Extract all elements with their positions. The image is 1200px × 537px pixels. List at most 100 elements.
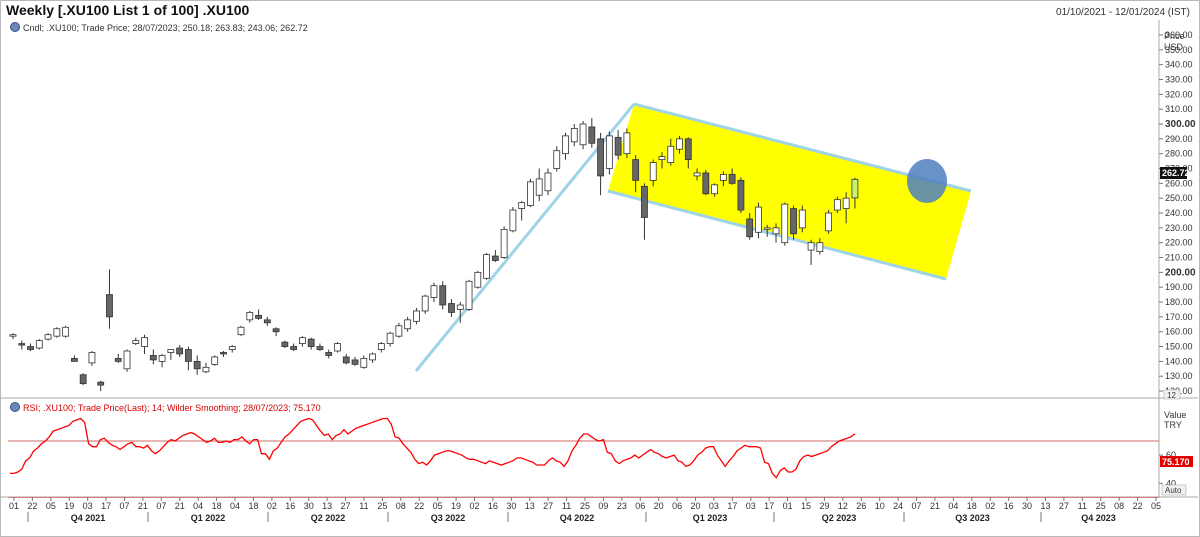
candle-body — [62, 326, 70, 337]
price-tick-label: 300.00 — [1165, 119, 1196, 130]
candle-body — [413, 310, 420, 322]
time-tick-label: 21 — [930, 501, 940, 511]
channel-lower-line[interactable] — [607, 189, 947, 281]
price-tick-label: 170.00 — [1165, 312, 1193, 322]
time-tick-label: 02 — [469, 501, 479, 511]
time-tick-label: 19 — [451, 501, 461, 511]
quarter-label: Q2 2023 — [822, 513, 857, 523]
price-tick-label: 230.00 — [1165, 223, 1193, 233]
candle-body — [237, 326, 245, 336]
candle-body — [605, 135, 613, 169]
candle-body — [369, 353, 376, 361]
time-tick-label: 30 — [304, 501, 314, 511]
candle-body — [202, 366, 210, 373]
time-tick-label: 08 — [396, 501, 406, 511]
time-tick-label: 08 — [1114, 501, 1124, 511]
candle-body — [535, 178, 543, 196]
candle-body — [106, 294, 113, 318]
time-tick-label: 22 — [27, 501, 37, 511]
candle-body — [597, 138, 604, 177]
candle-body — [316, 346, 324, 350]
candle-body — [299, 337, 306, 344]
candle-body — [430, 285, 438, 298]
candle-body — [88, 352, 96, 364]
candle-body — [325, 352, 333, 356]
price-tick-label: 360.00 — [1165, 30, 1193, 40]
time-tick-label: 25 — [580, 501, 590, 511]
candle-body — [693, 172, 701, 177]
candle-body — [351, 359, 359, 365]
candle-body — [562, 135, 569, 155]
time-tick-label: 06 — [635, 501, 645, 511]
channel-fill[interactable] — [608, 104, 971, 279]
candle-body — [193, 360, 201, 370]
rsi-levels — [8, 440, 1159, 498]
time-tick-label: 07 — [912, 501, 922, 511]
candle-body — [614, 136, 622, 156]
price-tick-label: 140.00 — [1165, 356, 1193, 366]
candle-body — [176, 347, 184, 355]
price-tick-label: 260.00 — [1165, 178, 1193, 188]
time-tick-label: 05 — [1151, 501, 1161, 511]
time-tick-label: 02 — [267, 501, 277, 511]
time-tick-label: 17 — [727, 501, 737, 511]
candle-body — [228, 346, 236, 350]
auto-scale-button[interactable] — [1161, 484, 1187, 496]
time-tick-label: 18 — [212, 501, 222, 511]
candle-body — [491, 255, 499, 261]
time-tick-label: 25 — [377, 501, 387, 511]
candle-body — [790, 208, 797, 235]
candle-body — [684, 138, 692, 161]
quarter-label: Q1 2022 — [191, 513, 226, 523]
candle-body — [404, 319, 412, 330]
time-tick-label: 22 — [1133, 501, 1143, 511]
candle-body — [167, 349, 175, 353]
rsi-axis: 40 60 — [1159, 450, 1176, 488]
candle-body — [9, 334, 17, 337]
rsi-axis-unit: TRY — [1164, 420, 1182, 430]
series-icon[interactable] — [10, 22, 20, 32]
rsi-legend[interactable]: RSI; .XU100; Trade Price(Last); 14; Wild… — [10, 402, 321, 413]
time-tick-label: 13 — [525, 501, 535, 511]
candle-body — [816, 242, 824, 252]
candle-body — [553, 150, 561, 169]
price-tick-label: 180.00 — [1165, 297, 1193, 307]
candle-body — [518, 202, 526, 209]
price-axis-unit: USD — [1164, 42, 1184, 52]
time-tick-label: 18 — [967, 501, 977, 511]
price-tick-label: 130.00 — [1165, 371, 1193, 381]
quarter-label: Q1 2023 — [693, 513, 728, 523]
candle-body — [211, 356, 219, 365]
candle-body — [649, 162, 657, 181]
time-tick-label: 04 — [193, 501, 203, 511]
candle-body — [360, 358, 368, 368]
candle-body — [421, 295, 429, 312]
rsi-line — [10, 417, 856, 479]
time-tick-label: 01 — [783, 501, 793, 511]
time-tick-label: 03 — [709, 501, 719, 511]
candle-body — [141, 337, 148, 347]
series-icon[interactable] — [10, 402, 20, 412]
time-tick-label: 20 — [654, 501, 664, 511]
price-tick-label: 200.00 — [1165, 267, 1196, 278]
price-tick-label: 290.00 — [1165, 134, 1193, 144]
axis-extra-box[interactable] — [1163, 389, 1181, 400]
candle-body — [220, 352, 227, 355]
time-tick-label: 02 — [985, 501, 995, 511]
rsi-legend-text: RSI; .XU100; Trade Price(Last); 14; Wild… — [23, 403, 321, 413]
quarter-label: Q4 2023 — [1081, 513, 1116, 523]
highlight-circle[interactable] — [907, 159, 947, 203]
candle-body — [307, 338, 315, 347]
time-tick-label: 06 — [672, 501, 682, 511]
price-legend[interactable]: Cndl; .XU100; Trade Price; 28/07/2023; 2… — [10, 22, 308, 33]
candle-body — [272, 328, 280, 333]
candle-body — [79, 374, 87, 385]
rsi-axis-title: Value — [1164, 410, 1186, 420]
last-price-label: 262.72 — [1162, 168, 1190, 178]
candle-body — [755, 206, 762, 233]
candle-body — [255, 314, 262, 319]
auto-scale-label: Auto — [1165, 486, 1182, 495]
candle-body — [246, 312, 254, 321]
candle-body — [465, 280, 473, 310]
